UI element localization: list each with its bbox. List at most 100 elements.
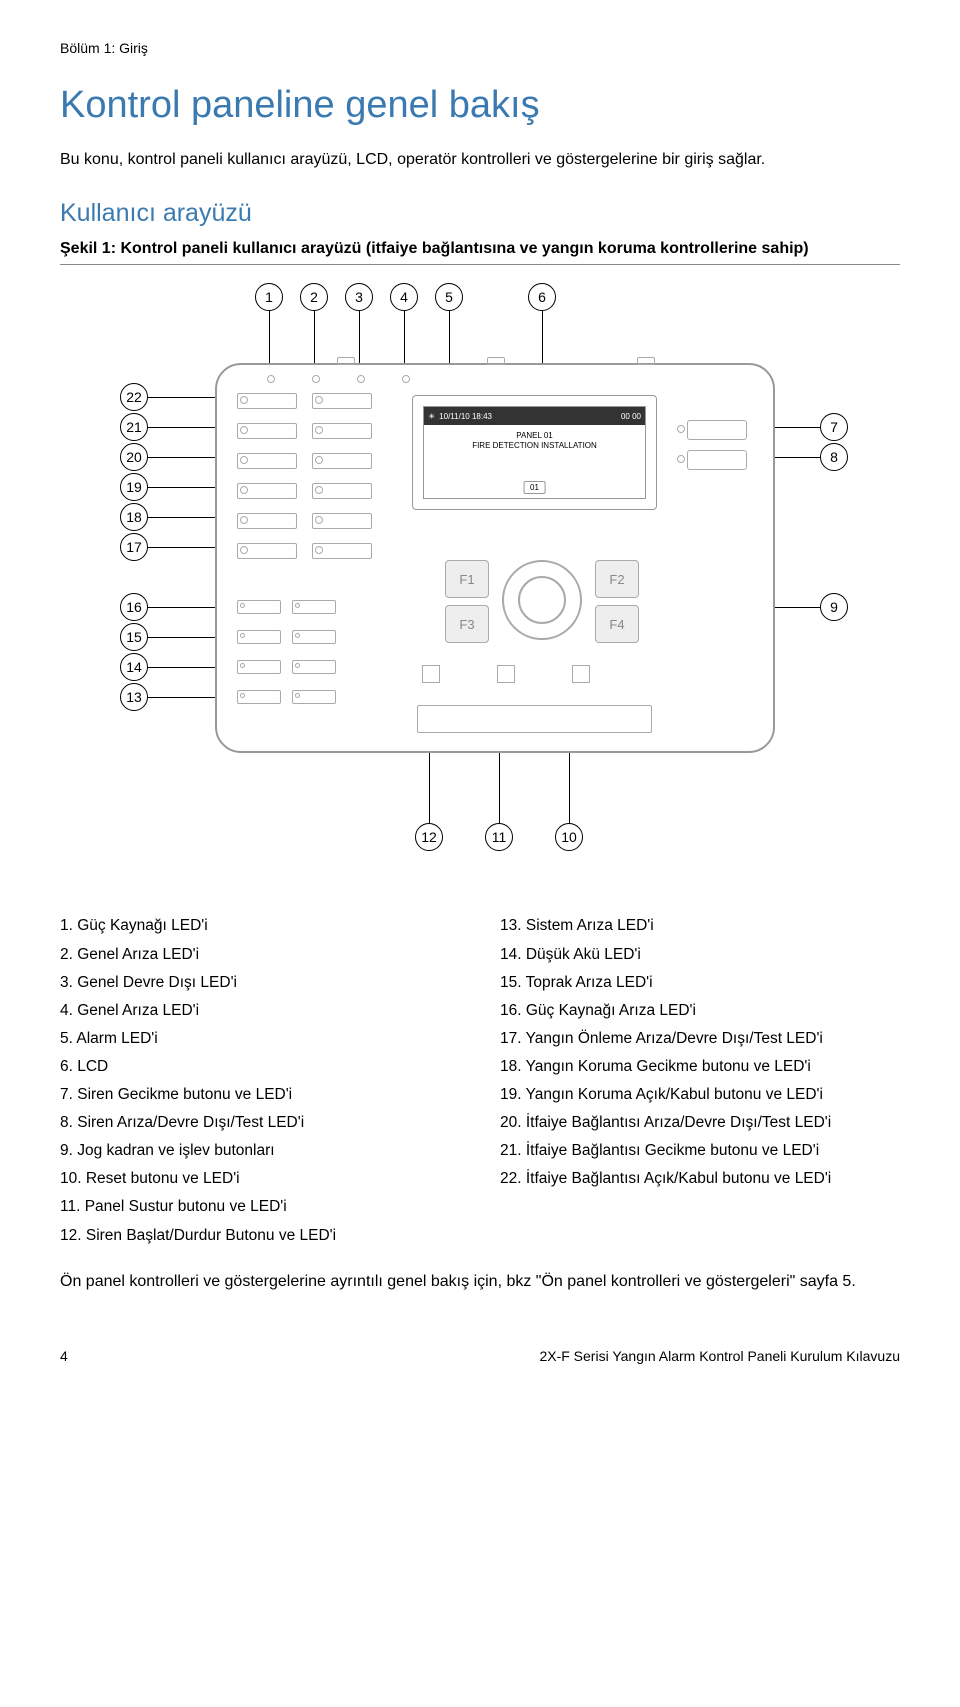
led-block [312,513,372,529]
legend-left: 1. Güç Kaynağı LED'i 2. Genel Arıza LED'… [60,913,460,1250]
led-small [237,660,281,674]
callout-14: 14 [120,653,148,681]
legend-item: 10. Reset butonu ve LED'i [60,1166,460,1191]
legend-item: 2. Genel Arıza LED'i [60,942,460,967]
lcd-badge: 01 [523,481,546,494]
callout-9: 9 [820,593,848,621]
panel-body: ☀ 10/11/10 18:43 00 00 PANEL 01 FIRE DET… [215,363,775,753]
led-block [237,483,297,499]
page-number: 4 [60,1348,68,1364]
f4-button[interactable]: F4 [595,605,639,643]
siren-fault-button[interactable] [687,450,747,470]
siren-delay-button[interactable] [687,420,747,440]
callout-13: 13 [120,683,148,711]
callout-10: 10 [555,823,583,851]
callout-12: 12 [415,823,443,851]
mount-tab [637,357,655,365]
leader [269,311,270,367]
callout-18: 18 [120,503,148,531]
legend-item: 11. Panel Sustur butonu ve LED'i [60,1194,460,1219]
led-small [292,660,336,674]
legend-right: 13. Sistem Arıza LED'i 14. Düşük Akü LED… [500,913,900,1250]
callout-19: 19 [120,473,148,501]
leader [404,311,405,367]
mount-tab [487,357,505,365]
section-title: Kullanıcı arayüzü [60,199,900,228]
legend-item: 5. Alarm LED'i [60,1026,460,1051]
callout-16: 16 [120,593,148,621]
callout-22: 22 [120,383,148,411]
legend-item: 20. İtfaiye Bağlantısı Arıza/Devre Dışı/… [500,1110,900,1135]
bottom-button-bar[interactable] [417,705,652,733]
led-small [237,630,281,644]
legend-item: 13. Sistem Arıza LED'i [500,913,900,938]
callout-17: 17 [120,533,148,561]
led-indicator [402,375,410,383]
intro-text: Bu konu, kontrol paneli kullanıcı arayüz… [60,149,900,171]
legend: 1. Güç Kaynağı LED'i 2. Genel Arıza LED'… [60,913,900,1250]
legend-item: 22. İtfaiye Bağlantısı Açık/Kabul butonu… [500,1166,900,1191]
led-block [312,483,372,499]
legend-item: 14. Düşük Akü LED'i [500,942,900,967]
closing-text: Ön panel kontrolleri ve göstergelerine a… [60,1271,900,1293]
led-indicator [572,665,590,683]
legend-item: 15. Toprak Arıza LED'i [500,970,900,995]
lcd-time: 10/11/10 18:43 [439,412,492,421]
callout-5: 5 [435,283,463,311]
legend-item: 8. Siren Arıza/Devre Dışı/Test LED'i [60,1110,460,1135]
callout-20: 20 [120,443,148,471]
led-indicator [267,375,275,383]
lcd-title: PANEL 01 FIRE DETECTION INSTALLATION [424,431,645,450]
callout-8: 8 [820,443,848,471]
f2-button[interactable]: F2 [595,560,639,598]
led-block [237,393,297,409]
leader [359,311,360,367]
led-indicator [677,455,685,463]
sun-icon: ☀ [428,412,435,421]
led-block [237,543,297,559]
lcd-status: 00 00 [621,412,641,421]
callout-21: 21 [120,413,148,441]
leader [314,311,315,367]
legend-item: 16. Güç Kaynağı Arıza LED'i [500,998,900,1023]
legend-item: 6. LCD [60,1054,460,1079]
led-block [312,543,372,559]
led-block [237,513,297,529]
legend-item: 18. Yangın Koruma Gecikme butonu ve LED'… [500,1054,900,1079]
f3-button[interactable]: F3 [445,605,489,643]
legend-item: 21. İtfaiye Bağlantısı Gecikme butonu ve… [500,1138,900,1163]
legend-item: 17. Yangın Önleme Arıza/Devre Dışı/Test … [500,1026,900,1051]
chapter-label: Bölüm 1: Giriş [60,40,900,56]
legend-item: 7. Siren Gecikme butonu ve LED'i [60,1082,460,1107]
led-small [292,630,336,644]
footer-title: 2X-F Serisi Yangın Alarm Kontrol Paneli … [539,1348,900,1364]
lcd-topbar: ☀ 10/11/10 18:43 00 00 [424,407,645,425]
jog-dial[interactable] [502,560,582,640]
callout-1: 1 [255,283,283,311]
mount-tab [337,357,355,365]
led-indicator [497,665,515,683]
figure-caption: Şekil 1: Kontrol paneli kullanıcı arayüz… [60,240,900,265]
callout-7: 7 [820,413,848,441]
led-indicator [312,375,320,383]
led-indicator [677,425,685,433]
legend-item: 12. Siren Başlat/Durdur Butonu ve LED'i [60,1223,460,1248]
led-indicator [357,375,365,383]
f1-button[interactable]: F1 [445,560,489,598]
led-block [312,393,372,409]
legend-item: 4. Genel Arıza LED'i [60,998,460,1023]
led-block [237,453,297,469]
led-indicator [422,665,440,683]
panel-diagram: 1 2 3 4 5 6 22 21 20 19 18 17 16 15 14 1… [60,283,900,903]
callout-15: 15 [120,623,148,651]
lcd-screen: ☀ 10/11/10 18:43 00 00 PANEL 01 FIRE DET… [412,395,657,510]
callout-4: 4 [390,283,418,311]
legend-item: 19. Yangın Koruma Açık/Kabul butonu ve L… [500,1082,900,1107]
page-title: Kontrol paneline genel bakış [60,84,900,127]
led-block [312,423,372,439]
led-small [237,690,281,704]
led-small [292,600,336,614]
led-small [292,690,336,704]
legend-item: 3. Genel Devre Dışı LED'i [60,970,460,995]
led-block [237,423,297,439]
